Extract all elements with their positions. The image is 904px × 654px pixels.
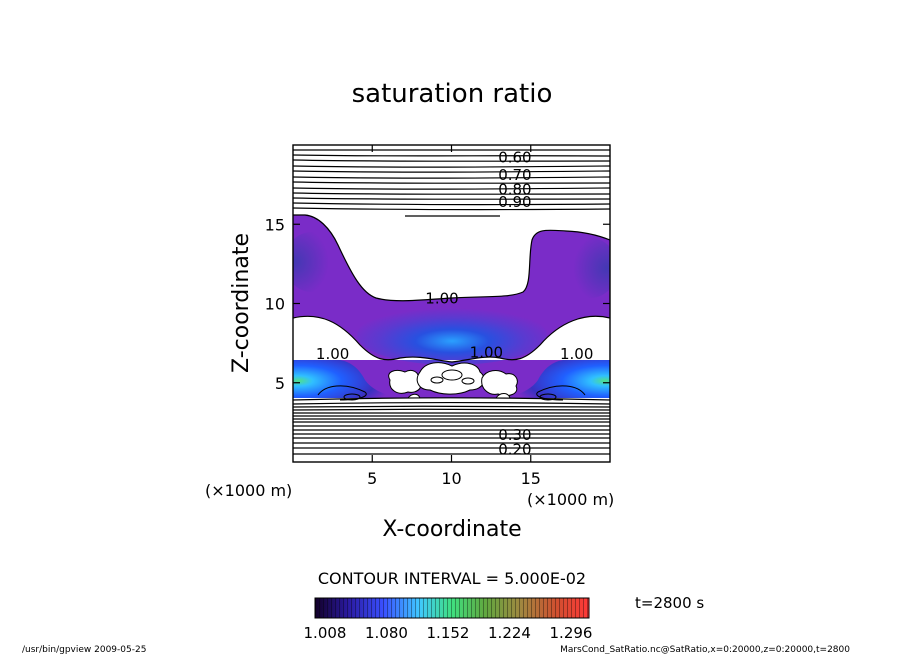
y-axis-label: Z-coordinate — [229, 233, 254, 373]
contour-label: 0.80 — [498, 180, 531, 198]
contour-label: 1.00 — [425, 290, 458, 308]
contour-label: 1.00 — [470, 344, 503, 362]
turbulent-cloud-contours — [388, 362, 518, 399]
plot-area — [293, 149, 610, 462]
x-unit-left: (×1000 m) — [205, 481, 292, 500]
contour-label: 0.30 — [498, 426, 531, 444]
shell-contour — [293, 214, 610, 302]
y-tick-label: 5 — [275, 374, 285, 393]
subsaturated-gap — [293, 316, 610, 362]
contour-label: 1.00 — [316, 345, 349, 363]
y-axis-ticks: 5 10 15 — [265, 215, 610, 393]
contour-interval-text: CONTOUR INTERVAL = 5.000E-02 — [318, 569, 586, 588]
x-axis-label: X-coordinate — [382, 517, 521, 542]
x-tick-label: 10 — [441, 469, 461, 488]
colorbar-tick-label: 1.080 — [365, 624, 408, 642]
lower-contours — [293, 397, 610, 455]
y-tick-label: 15 — [265, 215, 285, 234]
colorbar-segments — [315, 598, 589, 618]
colorbar-tick-label: 1.296 — [550, 624, 593, 642]
contour-label: 0.60 — [498, 149, 531, 167]
left-arm-shading — [293, 232, 340, 292]
colorbar-frame — [314, 597, 590, 619]
colorbar-tick-label: 1.008 — [304, 624, 347, 642]
x-tick-label: 5 — [367, 469, 377, 488]
x-tick-label: 15 — [521, 469, 541, 488]
time-label: t=2800 s — [635, 594, 704, 612]
x-axis-ticks: 5 10 15 — [367, 145, 541, 488]
contour-label: 0.90 — [498, 193, 531, 211]
contour-label: 0.70 — [498, 166, 531, 184]
contour-label: 1.00 — [560, 345, 593, 363]
colorbar-tick-label: 1.152 — [427, 624, 470, 642]
central-core — [357, 305, 547, 365]
contour-labels: 0.600.700.800.90 1.00 1.00 1.00 1.00 0.300.20 — [316, 149, 593, 459]
y-tick-label: 10 — [265, 295, 285, 314]
left-jet — [293, 360, 400, 398]
right-arm-shading — [562, 238, 610, 298]
colorbar-tick-labels: 1.008 1.080 1.152 1.224 1.296 — [304, 624, 593, 642]
colorbar-tick-label: 1.224 — [488, 624, 531, 642]
gap-contour — [293, 315, 610, 363]
contour-label: 0.20 — [498, 440, 531, 458]
right-jet — [505, 360, 610, 398]
chart-title: saturation ratio — [352, 79, 553, 109]
footer-right: MarsCond_SatRatio.nc@SatRatio,x=0:20000,… — [560, 645, 850, 654]
x-unit-right: (×1000 m) — [527, 490, 614, 509]
footer-left: /usr/bin/gpview 2009-05-25 — [22, 645, 146, 654]
upper-contours — [293, 149, 610, 217]
